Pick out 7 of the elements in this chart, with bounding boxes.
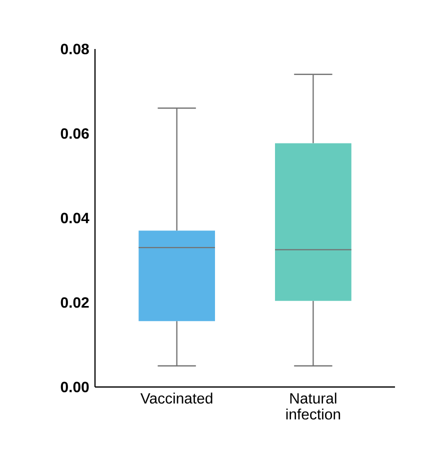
y-tick-label: 0.06	[60, 128, 89, 139]
x-tick-label: Vaccinated	[140, 392, 212, 404]
y-tick-label: 0.02	[60, 297, 89, 308]
y-tick-label: 0.00	[60, 382, 89, 392]
y-tick-label: 0.08	[60, 44, 89, 54]
x-tick-label: Natural infection	[286, 392, 340, 420]
y-tick-label: 0.04	[60, 212, 90, 224]
